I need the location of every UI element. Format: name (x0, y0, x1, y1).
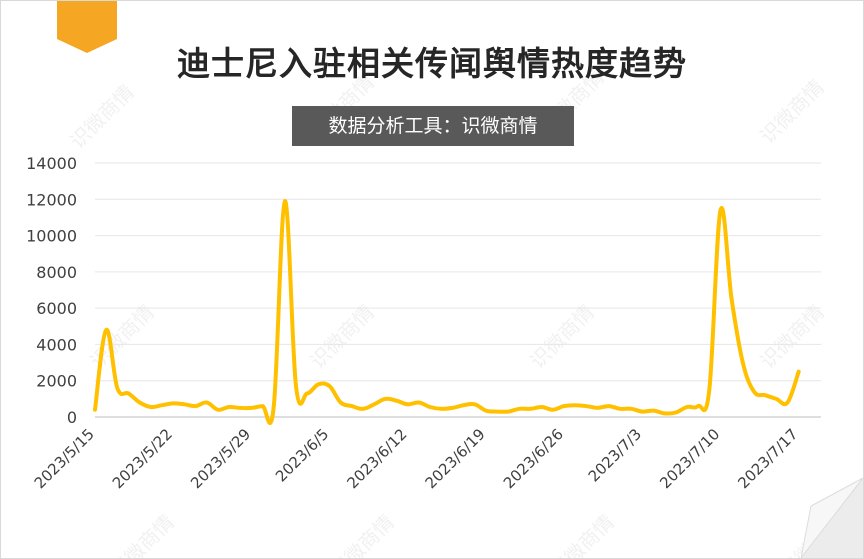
grid-lines (95, 162, 821, 418)
x-tick-label: 2023/5/22 (109, 425, 176, 492)
y-tick-label: 6000 (36, 299, 77, 318)
x-tick-label: 2023/6/26 (500, 425, 567, 492)
corner-ribbon-decoration (57, 1, 117, 53)
y-tick-label: 10000 (26, 227, 77, 246)
series-line (93, 199, 801, 426)
y-tick-label: 4000 (36, 335, 77, 354)
chart-title: 迪士尼入驻相关传闻舆情热度趋势 (177, 44, 687, 83)
y-tick-label: 14000 (26, 154, 77, 173)
x-tick-label: 2023/6/5 (272, 425, 332, 485)
y-tick-label: 2000 (36, 372, 77, 391)
x-tick-label: 2023/6/19 (422, 425, 489, 492)
x-tick-label: 2023/6/12 (343, 425, 410, 492)
y-tick-label: 12000 (26, 190, 77, 209)
x-tick-label: 2023/5/15 (31, 425, 98, 492)
series-group (93, 199, 801, 426)
page-curl-decoration (801, 478, 863, 558)
y-axis-ticks: 0 2000 4000 6000 8000 10000 12000 14000 (26, 154, 77, 427)
y-tick-label: 8000 (36, 263, 77, 282)
x-tick-label: 2023/7/17 (734, 425, 801, 492)
y-tick-label: 0 (67, 408, 77, 427)
x-tick-label: 2023/7/3 (585, 425, 645, 485)
x-tick-label: 2023/7/10 (656, 425, 723, 492)
x-axis-ticks: 2023/5/15 2023/5/22 2023/5/29 2023/6/5 2023/… (31, 425, 802, 492)
chart-subtitle: 数据分析工具：识微商情 (292, 106, 574, 146)
x-tick-label: 2023/5/29 (187, 425, 254, 492)
